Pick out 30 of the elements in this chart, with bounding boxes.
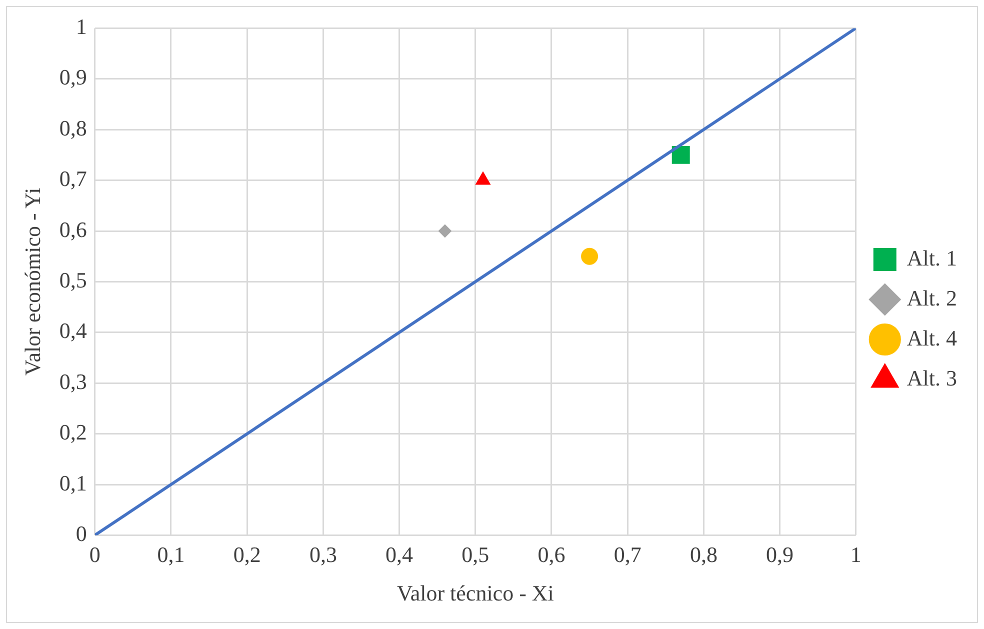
x-tick-label: 0,9 bbox=[766, 542, 794, 568]
y-tick-label: 0,4 bbox=[59, 318, 87, 344]
legend-label: Alt. 3 bbox=[906, 365, 958, 390]
y-tick-label: 0,1 bbox=[59, 470, 87, 496]
y-axis-title: Valor económico - Yi bbox=[20, 188, 45, 376]
legend-label: Alt. 4 bbox=[906, 325, 958, 350]
x-tick-label: 0,1 bbox=[157, 542, 185, 568]
x-tick-label: 0,6 bbox=[538, 542, 566, 568]
x-tick-label: 0,8 bbox=[690, 542, 718, 568]
y-tick-label: 0,3 bbox=[59, 368, 87, 394]
y-tick-label: 1 bbox=[76, 14, 87, 39]
legend-label: Alt. 1 bbox=[906, 245, 958, 270]
x-tick-label: 0,2 bbox=[233, 542, 261, 568]
x-tick-label: 1 bbox=[850, 542, 862, 568]
y-tick-label: 0,7 bbox=[59, 166, 87, 192]
point bbox=[438, 224, 452, 238]
y-tick-label: 0,2 bbox=[59, 420, 87, 445]
y-tick-label: 0,5 bbox=[59, 267, 87, 292]
y-tick-label: 0 bbox=[76, 520, 87, 546]
point bbox=[672, 146, 690, 164]
y-tick-label: 0,6 bbox=[59, 216, 87, 242]
legend-label: Alt. 2 bbox=[906, 285, 958, 310]
x-tick-label: 0,3 bbox=[309, 542, 337, 568]
x-tick-label: 0,5 bbox=[462, 542, 490, 568]
y-tick-label: 0,8 bbox=[59, 115, 87, 140]
y-tick-label: 0,9 bbox=[59, 64, 87, 90]
x-tick-label: 0,7 bbox=[614, 542, 642, 568]
point bbox=[581, 248, 598, 265]
x-axis-title: Valor técnico - Xi bbox=[396, 580, 554, 606]
x-tick-label: 0,4 bbox=[386, 542, 414, 568]
